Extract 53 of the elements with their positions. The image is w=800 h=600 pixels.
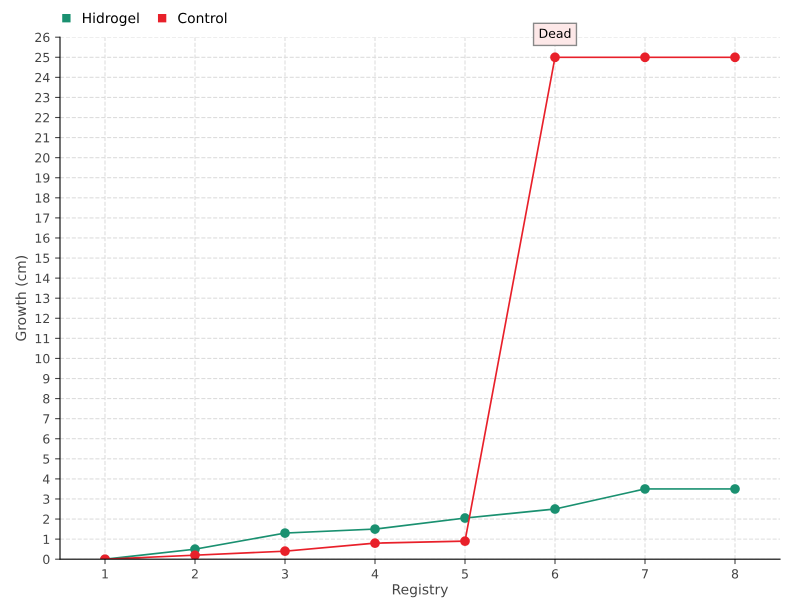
- point: [730, 484, 740, 494]
- legend-label: Control: [178, 12, 226, 24]
- y-tick-label: 11: [36, 334, 50, 344]
- y-tick-label: 8: [43, 394, 50, 404]
- y-tick-label: 15: [36, 254, 50, 263]
- x-tick-label: 7: [642, 569, 648, 578]
- y-tick-label: 21: [35, 133, 50, 142]
- y-tick-label: 14: [36, 274, 50, 283]
- y-tick-label: 6: [43, 434, 50, 444]
- x-tick-label: 2: [192, 569, 198, 578]
- y-tick-label: 2: [43, 514, 50, 524]
- x-axis-title: Registry: [392, 584, 448, 598]
- y-tick-label: 22: [35, 112, 50, 122]
- y-tick-label: 20: [35, 153, 50, 163]
- x-tick-label: 4: [372, 569, 378, 578]
- point: [550, 52, 560, 62]
- point: [640, 52, 650, 62]
- y-tick-label: 25: [35, 52, 50, 62]
- y-tick-label: 16: [36, 233, 50, 243]
- x-tick-label: 6: [552, 569, 558, 579]
- y-tick-label: 9: [43, 374, 50, 384]
- point: [460, 513, 470, 523]
- y-tick-label: 0: [43, 554, 50, 564]
- y-tick-label: 19: [36, 173, 50, 183]
- y-tick-label: 26: [35, 32, 50, 42]
- y-tick-label: 24: [35, 72, 50, 82]
- point: [280, 528, 290, 538]
- x-tick-label: 5: [462, 569, 468, 579]
- annotation: Dead: [540, 28, 570, 38]
- point: [370, 524, 380, 534]
- y-tick-label: 3: [43, 494, 50, 504]
- y-tick-label: 5: [43, 454, 50, 464]
- y-axis-title: Growth (cm): [15, 256, 28, 341]
- point: [640, 484, 650, 494]
- point: [370, 538, 380, 548]
- point: [550, 504, 560, 514]
- y-tick-label: 23: [35, 92, 50, 102]
- y-tick-label: 7: [43, 414, 50, 424]
- y-tick-label: 1: [44, 534, 50, 544]
- point: [730, 52, 740, 62]
- point: [190, 550, 200, 560]
- legend-label: Hidrogel: [83, 12, 139, 26]
- point: [460, 536, 470, 546]
- y-tick-label: 18: [36, 193, 50, 203]
- point: [280, 546, 290, 556]
- y-tick-label: 17: [36, 214, 50, 223]
- y-tick-label: 10: [36, 354, 50, 364]
- x-tick-label: 3: [282, 569, 288, 579]
- y-tick-label: 4: [42, 474, 50, 484]
- x-tick-label: 8: [732, 569, 738, 579]
- y-tick-label: 12: [36, 314, 50, 324]
- y-tick-label: 13: [36, 294, 50, 304]
- x-tick-label: 1: [102, 569, 108, 578]
